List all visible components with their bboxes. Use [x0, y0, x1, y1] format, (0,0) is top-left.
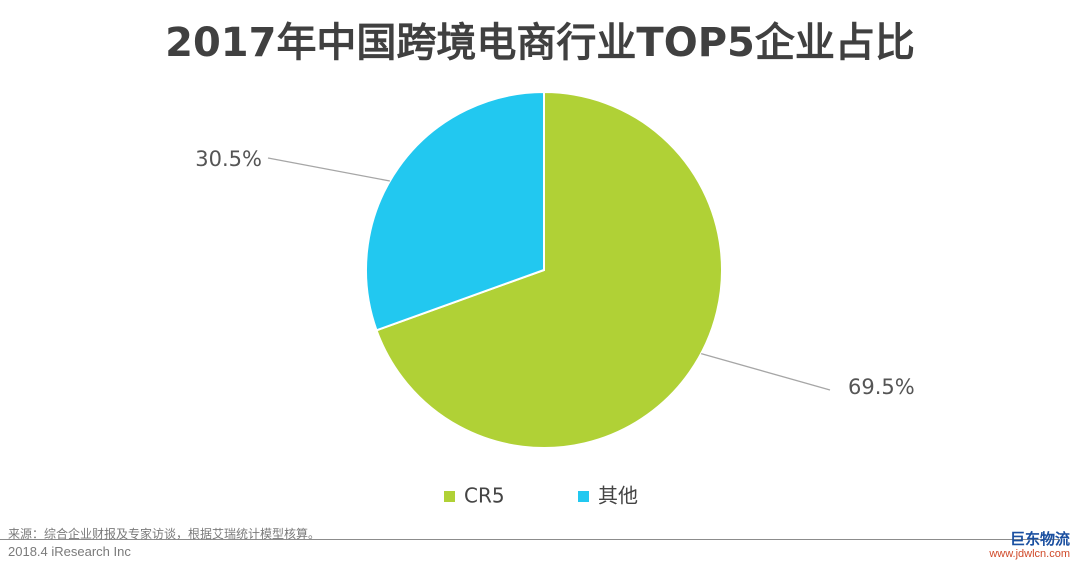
- pie-slice-cr5: [375, 90, 723, 449]
- slice-label: 30.5%: [195, 147, 262, 171]
- copyright-note: 2018.4 iResearch Inc: [8, 544, 131, 559]
- leader-line: [267, 157, 390, 182]
- footer-divider: [0, 539, 1060, 540]
- legend: CR5 其他: [444, 484, 638, 508]
- source-note: 来源：综合企业财报及专家访谈，根据艾瑞统计模型核算。: [8, 527, 321, 541]
- legend-swatch: [578, 491, 589, 502]
- pie-slices: [365, 90, 723, 449]
- watermark-logo: 巨东物流 www.jdwlcn.com: [924, 526, 1074, 562]
- slice-labels: 69.5% 30.5%: [195, 147, 914, 399]
- pie-slice-other: [365, 90, 545, 332]
- slice-label: 69.5%: [848, 375, 915, 399]
- watermark-name: 巨东物流: [1009, 530, 1070, 548]
- leader-line: [700, 352, 831, 391]
- chart-title: 2017年中国跨境电商行业TOP5企业占比: [165, 20, 915, 66]
- legend-label: 其他: [598, 484, 638, 508]
- watermark-url: www.jdwlcn.com: [989, 548, 1070, 560]
- legend-label: CR5: [464, 484, 505, 508]
- legend-swatch: [444, 491, 455, 502]
- leader-lines: [267, 157, 831, 391]
